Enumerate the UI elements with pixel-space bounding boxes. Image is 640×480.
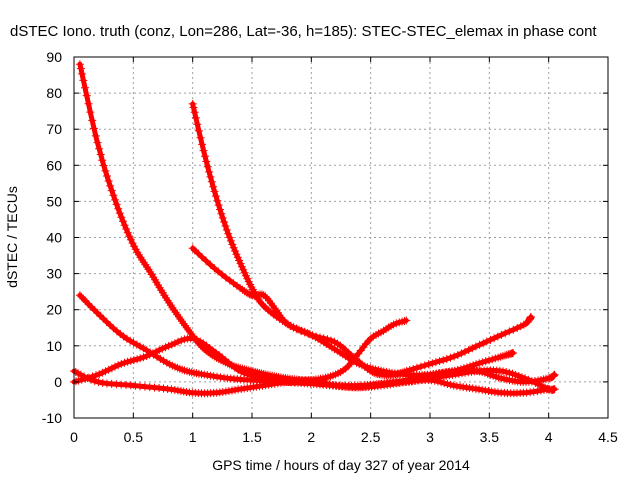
x-tick-label: 3.5 [480,429,500,445]
y-axis-label: dSTEC / TECUs [4,186,20,288]
data-series [70,60,559,398]
y-tick-label: 20 [46,302,62,318]
x-tick-label: 0.5 [124,429,144,445]
y-tick-label: 70 [46,121,62,137]
x-tick-label: 2.5 [361,429,381,445]
series-6 [188,244,535,380]
x-axis-label: GPS time / hours of day 327 of year 2014 [212,457,470,473]
y-tick-label: 90 [46,49,62,65]
y-tick-label: 10 [46,338,62,354]
series-8 [307,376,553,398]
y-tick-label: 60 [46,157,62,173]
x-tick-label: 1.5 [242,429,262,445]
x-tick-label: 1 [189,429,197,445]
x-tick-label: 2 [307,429,315,445]
series-5 [188,99,559,386]
series-points [307,376,553,398]
series-points [188,99,559,386]
y-tick-label: 40 [46,230,62,246]
x-tick-label: 4 [545,429,553,445]
series-points [188,244,535,380]
x-axis-ticks: 0 0.5 1 1.5 2 2.5 3 3.5 4 4.5 [70,57,618,445]
x-tick-label: 4.5 [598,429,618,445]
chart-title: dSTEC Iono. truth (conz, Lon=286, Lat=-3… [10,23,597,40]
y-tick-label: 30 [46,266,62,282]
y-tick-label: 80 [46,85,62,101]
y-tick-label: 0 [54,374,62,390]
y-axis-ticks: -10 0 10 20 30 40 50 60 70 80 90 [42,49,608,426]
x-tick-label: 3 [426,429,434,445]
x-tick-label: 0 [70,429,78,445]
y-tick-label: 50 [46,193,62,209]
y-tick-label: -10 [42,410,62,426]
grid-lines [74,57,608,418]
